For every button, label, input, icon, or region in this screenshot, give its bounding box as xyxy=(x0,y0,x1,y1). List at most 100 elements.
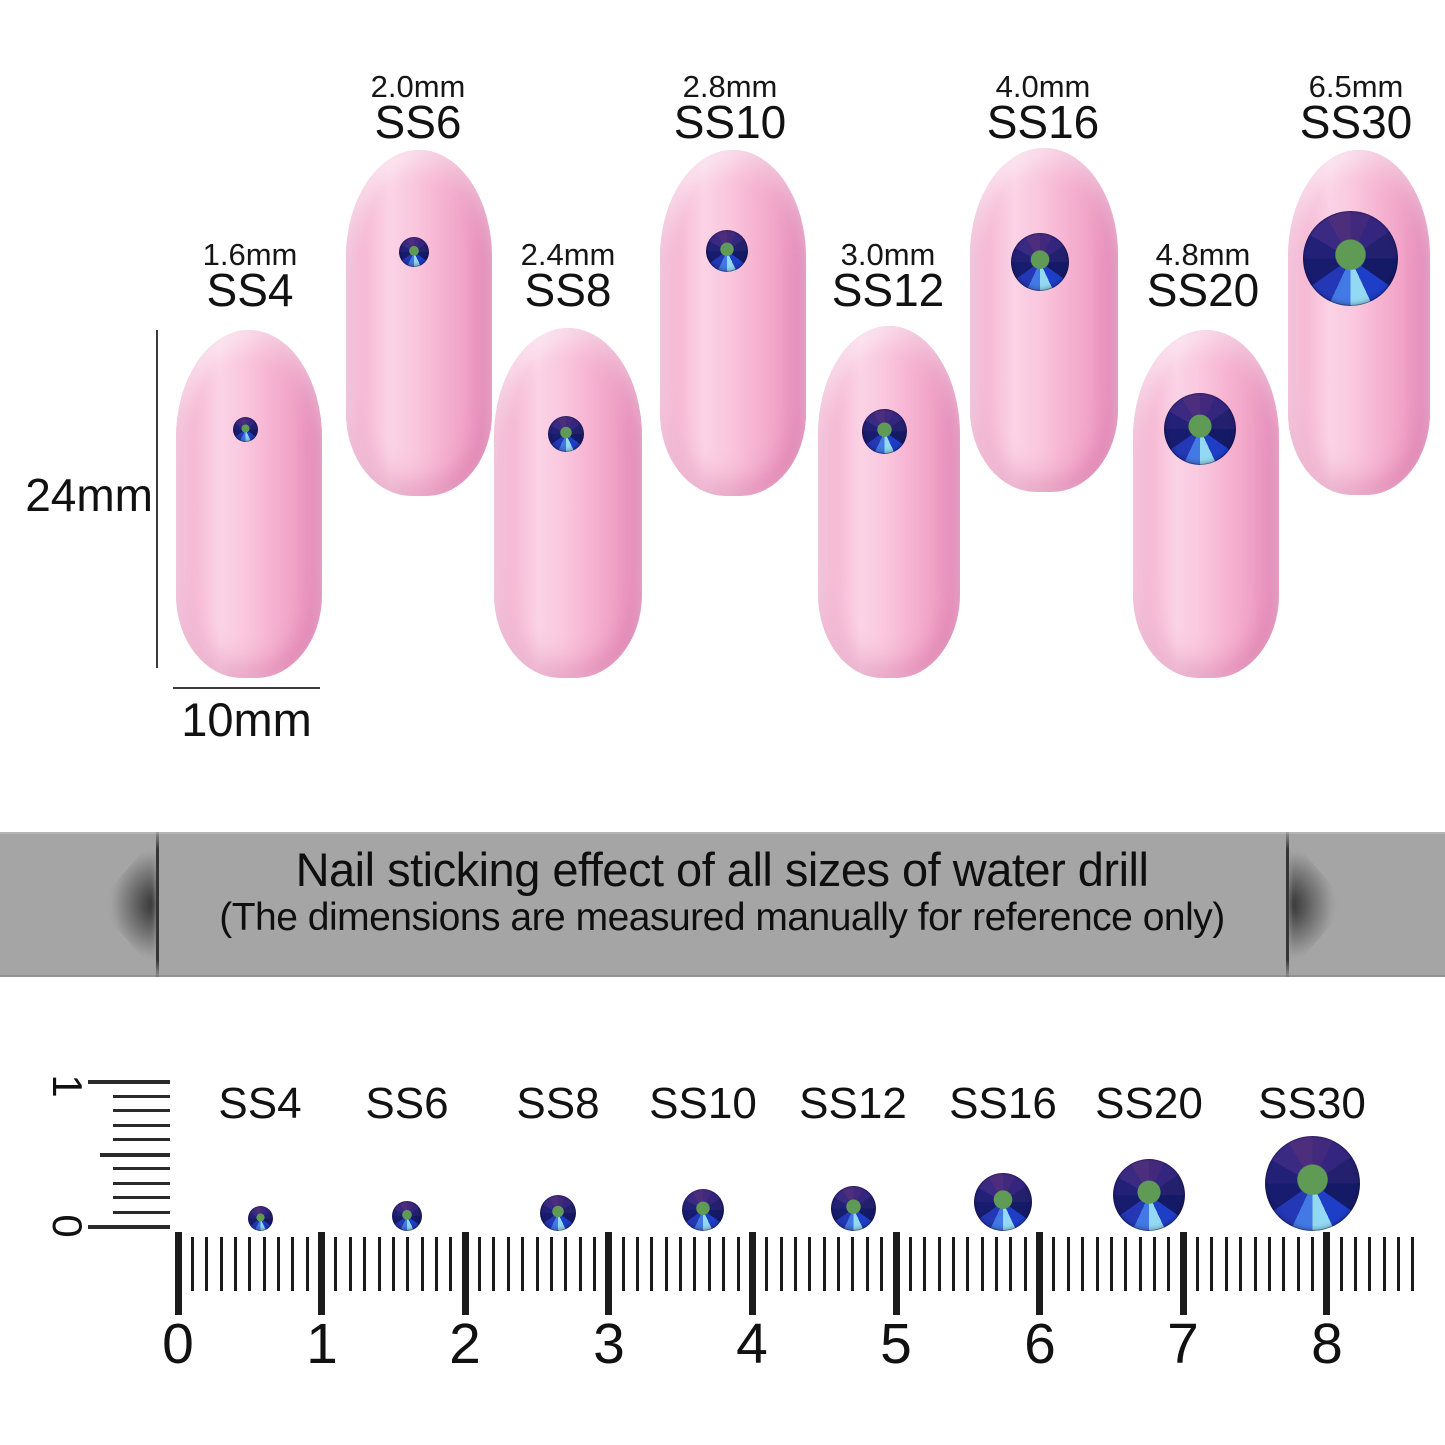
ruler-minor-tick xyxy=(708,1237,711,1291)
nail-size-ss-label: SS12 xyxy=(831,264,945,316)
rhinestone xyxy=(392,1201,422,1231)
nail-size-ss-label: SS16 xyxy=(986,96,1100,148)
ruler-minor-tick xyxy=(1081,1237,1084,1291)
ruler-minor-tick xyxy=(1024,1237,1027,1291)
ruler-minor-tick xyxy=(995,1237,998,1291)
rhinestone xyxy=(1164,393,1236,465)
ruler-minor-tick xyxy=(737,1237,740,1291)
ruler-minor-tick xyxy=(1153,1237,1156,1291)
vertical-ruler-tick xyxy=(113,1124,170,1127)
ruler-minor-tick xyxy=(952,1237,955,1291)
rhinestone xyxy=(1113,1159,1185,1231)
nail-width-label: 10mm xyxy=(181,693,312,746)
ruler-minor-tick xyxy=(550,1237,553,1291)
ruler-minor-tick xyxy=(507,1237,510,1291)
ruler-minor-tick xyxy=(650,1237,653,1291)
ruler-major-tick xyxy=(1323,1232,1330,1315)
ruler-minor-tick xyxy=(449,1237,452,1291)
vertical-ruler-number: 1 xyxy=(44,1074,91,1098)
ruler-ss-label: SS6 xyxy=(365,1079,449,1128)
rhinestone xyxy=(548,416,584,452)
ruler-minor-tick xyxy=(938,1237,941,1291)
ruler-minor-tick xyxy=(1383,1237,1386,1291)
ruler-minor-tick xyxy=(191,1237,194,1291)
vertical-ruler-tick xyxy=(100,1153,170,1157)
nail-height-label: 24mm xyxy=(25,469,153,521)
banner-title: Nail sticking effect of all sizes of wat… xyxy=(295,843,1149,896)
ruler-minor-tick xyxy=(306,1237,309,1291)
ruler-minor-tick xyxy=(349,1237,352,1291)
ruler-minor-tick xyxy=(1254,1237,1257,1291)
ruler-minor-tick xyxy=(679,1237,682,1291)
ruler-minor-tick xyxy=(291,1237,294,1291)
vertical-ruler-tick xyxy=(113,1095,170,1098)
ruler-number: 4 xyxy=(736,1312,768,1376)
ruler-minor-tick xyxy=(263,1237,266,1291)
ruler-ss-label: SS8 xyxy=(516,1079,600,1128)
nail-size-ss-label: SS8 xyxy=(524,264,612,316)
ruler-number: 0 xyxy=(162,1312,194,1376)
ruler-minor-tick xyxy=(1411,1237,1414,1291)
ruler-major-tick xyxy=(175,1232,182,1315)
ruler-major-tick xyxy=(318,1232,325,1315)
ruler-minor-tick xyxy=(536,1237,539,1291)
rhinestone xyxy=(399,237,429,267)
ruler-minor-tick xyxy=(966,1237,969,1291)
ruler-minor-tick xyxy=(363,1237,366,1291)
banner-right-edge xyxy=(1286,832,1289,977)
rhinestone xyxy=(682,1189,724,1231)
ribbon-fold-right-icon xyxy=(1289,836,1349,973)
vertical-ruler-tick xyxy=(88,1080,170,1084)
rhinestone xyxy=(1011,233,1069,291)
ruler-minor-tick xyxy=(1225,1237,1228,1291)
nail-size-ss-label: SS30 xyxy=(1299,96,1413,148)
fake-nail xyxy=(818,326,960,678)
ruler-minor-tick xyxy=(1340,1237,1343,1291)
ruler-minor-tick xyxy=(421,1237,424,1291)
nail-size-ss-label: SS4 xyxy=(206,264,294,316)
rhinestone xyxy=(831,1186,876,1231)
ruler-number: 6 xyxy=(1024,1312,1056,1376)
ruler-number: 8 xyxy=(1311,1312,1343,1376)
ruler-minor-tick xyxy=(1124,1237,1127,1291)
rhinestone xyxy=(248,1206,273,1231)
ruler-minor-tick xyxy=(622,1237,625,1291)
ruler-minor-tick xyxy=(1282,1237,1285,1291)
ruler-number: 2 xyxy=(449,1312,481,1376)
ruler-minor-tick xyxy=(1368,1237,1371,1291)
nail-size-mm-label: 1.6mm xyxy=(202,237,298,272)
vertical-ruler-tick xyxy=(113,1167,170,1170)
ruler-minor-tick xyxy=(1397,1237,1400,1291)
ruler-number: 1 xyxy=(306,1312,338,1376)
ruler-major-tick xyxy=(749,1232,756,1315)
ruler-minor-tick xyxy=(248,1237,251,1291)
ruler-minor-tick xyxy=(1210,1237,1213,1291)
ruler-minor-tick xyxy=(1067,1237,1070,1291)
ruler-minor-tick xyxy=(205,1237,208,1291)
ruler-number: 3 xyxy=(593,1312,625,1376)
ruler-minor-tick xyxy=(1297,1237,1300,1291)
ruler-minor-tick xyxy=(1354,1237,1357,1291)
fake-nail xyxy=(970,148,1118,492)
ruler-minor-tick xyxy=(334,1237,337,1291)
rhinestone xyxy=(862,409,907,454)
ruler-minor-tick xyxy=(794,1237,797,1291)
vertical-ruler-number: 0 xyxy=(44,1214,91,1238)
nail-size-mm-label: 4.0mm xyxy=(995,69,1091,104)
ruler-minor-tick xyxy=(765,1237,768,1291)
fake-nail xyxy=(494,328,642,678)
ruler-ss-label: SS4 xyxy=(218,1079,302,1128)
ruler-minor-tick xyxy=(1167,1237,1170,1291)
ruler-major-tick xyxy=(462,1232,469,1315)
nail-size-mm-label: 2.4mm xyxy=(520,237,616,272)
ruler-minor-tick xyxy=(1268,1237,1271,1291)
ruler-minor-tick xyxy=(406,1237,409,1291)
ruler-minor-tick xyxy=(564,1237,567,1291)
fake-nail xyxy=(346,150,492,496)
ruler-minor-tick xyxy=(1139,1237,1142,1291)
ruler-ss-label: SS20 xyxy=(1095,1079,1203,1128)
banner-subtitle: (The dimensions are measured manually fo… xyxy=(219,896,1225,939)
height-dimension-line xyxy=(156,330,158,668)
ruler-ss-label: SS12 xyxy=(799,1079,907,1128)
ruler-minor-tick xyxy=(866,1237,869,1291)
